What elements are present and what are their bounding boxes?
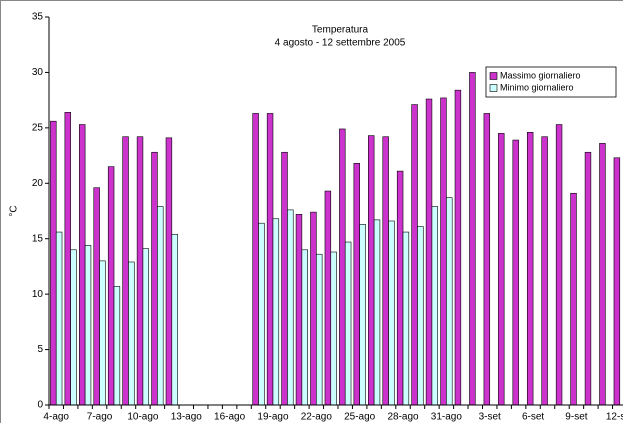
legend-swatch [489, 72, 498, 80]
y-tick-label: 20 [32, 178, 44, 189]
y-tick-label: 5 [37, 344, 43, 355]
bar [555, 124, 563, 406]
legend-label: Minimo giornaliero [500, 82, 574, 92]
bar [454, 89, 462, 406]
bar [425, 98, 433, 406]
x-tick-label: 13-ago [171, 412, 203, 423]
bar [128, 261, 135, 406]
bar [512, 139, 519, 406]
x-tick-label: 4-ago [43, 412, 69, 423]
bar [359, 224, 366, 406]
bar [151, 151, 158, 406]
legend-swatch [489, 84, 498, 92]
bar [339, 128, 346, 406]
x-tick-label: 12-set [606, 412, 623, 423]
x-tick-label: 9-set [565, 412, 587, 423]
bar [483, 113, 491, 406]
bar [431, 206, 439, 406]
bar [344, 241, 352, 406]
legend-box [485, 66, 617, 98]
bar [79, 124, 86, 406]
bar [469, 72, 476, 406]
x-tick-label: 10-ago [127, 412, 159, 423]
bar [613, 157, 621, 406]
bar [295, 214, 303, 406]
bar [353, 163, 360, 406]
chart-subtitle: 4 agosto - 12 settembre 2005 [275, 38, 406, 49]
y-tick-label: 30 [32, 67, 44, 78]
bar [570, 192, 577, 406]
bar [324, 190, 332, 406]
bar [266, 113, 274, 406]
bar [84, 245, 92, 406]
bar [316, 253, 323, 406]
bar [165, 137, 173, 406]
x-tick-label: 31-ago [431, 412, 463, 423]
bar [252, 113, 259, 406]
bar [301, 249, 308, 406]
bar [330, 251, 337, 406]
x-tick-label: 6-set [522, 412, 544, 423]
y-tick-label: 0 [37, 400, 43, 411]
bar [402, 231, 410, 406]
bar [526, 131, 534, 406]
bar [388, 220, 395, 406]
x-tick-label: 7-ago [87, 412, 113, 423]
bar [411, 104, 418, 406]
bar [599, 143, 606, 406]
chart-title: Temperatura [312, 25, 369, 36]
x-tick-label: 22-ago [301, 412, 333, 423]
y-tick-label: 15 [32, 233, 44, 244]
bar [99, 260, 106, 406]
y-axis-label: °C [9, 205, 20, 216]
bar [50, 120, 57, 406]
bar [440, 97, 447, 406]
bar [287, 209, 294, 406]
bar [258, 222, 265, 406]
bar [373, 219, 381, 406]
bar [113, 286, 121, 406]
bar [446, 197, 453, 406]
bar [157, 206, 164, 406]
bar [171, 233, 178, 406]
bar [584, 151, 592, 406]
bar [417, 226, 424, 406]
bar [382, 136, 389, 406]
x-tick-label: 28-ago [387, 412, 419, 423]
bar [136, 136, 144, 406]
bar [93, 187, 100, 406]
x-tick-label: 16-ago [214, 412, 246, 423]
y-tick-label: 10 [32, 289, 44, 300]
legend-label: Massimo giornaliero [500, 70, 581, 80]
bar [122, 136, 129, 406]
bar [541, 136, 548, 406]
bar [272, 218, 280, 406]
bar [107, 166, 115, 406]
bar [70, 249, 77, 406]
x-tick-label: 19-ago [257, 412, 289, 423]
bar [368, 135, 375, 406]
bar [281, 151, 288, 406]
bar [142, 248, 150, 406]
x-tick-label: 25-ago [344, 412, 376, 423]
x-tick-label: 3-set [479, 412, 501, 423]
bar [310, 211, 317, 406]
bar [64, 112, 71, 406]
y-tick-label: 35 [32, 12, 44, 23]
bar [498, 133, 505, 406]
bar [55, 231, 63, 406]
bar [396, 170, 404, 406]
y-tick-label: 25 [32, 122, 44, 133]
